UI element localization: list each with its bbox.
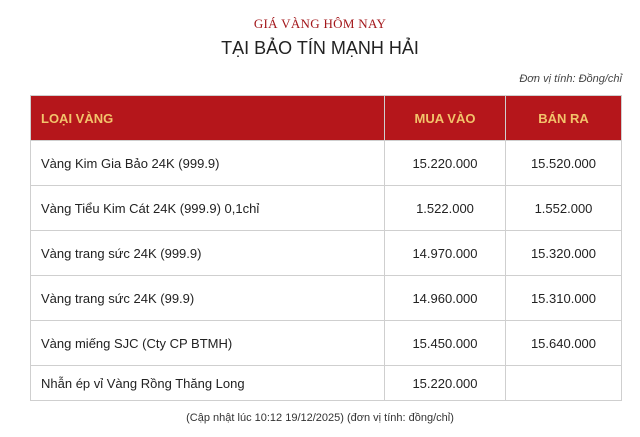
price-cell: 1.552.000 [505, 185, 622, 231]
table-row: Vàng trang sức 24K (99.9) 14.960.000 15.31… [30, 275, 622, 321]
column-header: MUA VÀO [384, 95, 506, 141]
title: TẠI BẢO TÍN MẠNH HẢI [221, 38, 419, 58]
price-cell: 15.310.000 [505, 275, 622, 321]
column-header: BÁN RA [505, 95, 622, 141]
header-row: LOẠI VÀNG MUA VÀO BÁN RA [30, 95, 622, 141]
gold-type: Vàng trang sức 24K (99.9) [30, 275, 385, 321]
unit-note: Đơn vị tính: Đồng/chỉ [519, 73, 622, 85]
price-cell: 15.450.000 [384, 320, 506, 366]
gold-type: Vàng trang sức 24K (999.9) [30, 230, 385, 276]
price-cell: 15.520.000 [505, 140, 622, 186]
price-cell: 15.320.000 [505, 230, 622, 276]
price-table: LOẠI VÀNG MUA VÀO BÁN RA Vàng Kim Gia Bảo 2… [30, 95, 622, 401]
table-row: Nhẫn ép vỉ Vàng Rồng Thăng Long 15.220.00… [30, 365, 622, 401]
price-cell: 15.220.000 [384, 365, 506, 401]
table-row: Vàng Kim Gia Bảo 24K (999.9) 15.220.000 15… [30, 140, 622, 186]
footer-note: (Cập nhật lúc 10:12 19/12/2025) (đơn vị … [186, 412, 454, 424]
table-head: LOẠI VÀNG MUA VÀO BÁN RA [30, 95, 622, 141]
subtitle: GIÁ VÀNG HÔM NAY [253, 16, 387, 31]
price-cell: 14.960.000 [384, 275, 506, 321]
gold-type: Vàng miếng SJC (Cty CP BTMH) [30, 320, 385, 366]
table-body: Vàng Kim Gia Bảo 24K (999.9) 15.220.000 15… [30, 140, 622, 401]
gold-type: Vàng Kim Gia Bảo 24K (999.9) [30, 140, 385, 186]
table-row: Vàng Tiểu Kim Cát 24K (999.9) 0,1chỉ 1.52… [30, 185, 622, 231]
gold-type: Nhẫn ép vỉ Vàng Rồng Thăng Long [30, 365, 385, 401]
table-row: Vàng miếng SJC (Cty CP BTMH) 15.450.000 15… [30, 320, 622, 366]
table-row: Vàng trang sức 24K (999.9) 14.970.000 15.3… [30, 230, 622, 276]
price-cell: 15.220.000 [384, 140, 506, 186]
price-cell: 14.970.000 [384, 230, 506, 276]
gold-type: Vàng Tiểu Kim Cát 24K (999.9) 0,1chỉ [30, 185, 385, 231]
price-cell: 1.522.000 [384, 185, 506, 231]
column-header: LOẠI VÀNG [30, 95, 385, 141]
empty-cell [505, 365, 622, 401]
price-cell: 15.640.000 [505, 320, 622, 366]
